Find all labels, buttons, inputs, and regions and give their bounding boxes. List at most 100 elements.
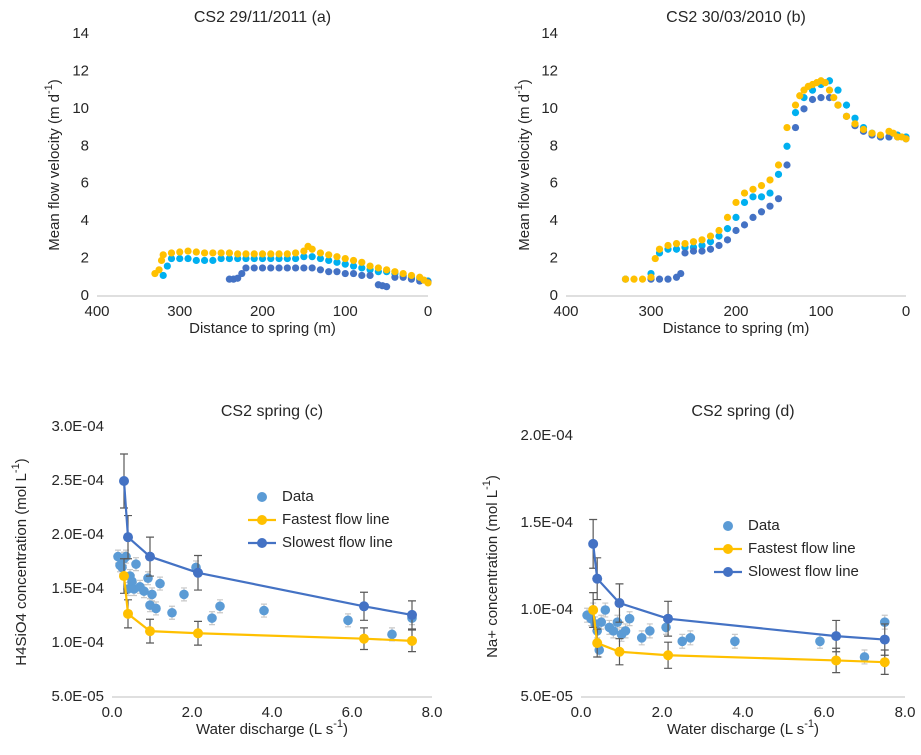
y-tick-label: 1.0E-04 xyxy=(520,601,573,618)
data-point xyxy=(292,264,300,272)
y-tick-label: 2 xyxy=(550,250,558,267)
x-tick-label: 2.0 xyxy=(182,704,203,721)
data-point xyxy=(868,129,876,137)
legend-marker xyxy=(723,544,733,554)
data-point xyxy=(407,271,416,280)
data-point xyxy=(349,256,358,265)
y-axis-label-part: H4SiO4 concentration (mol L xyxy=(13,473,30,666)
x-tick-label: 200 xyxy=(723,303,748,320)
x-tick-label: 200 xyxy=(250,303,275,320)
data-point xyxy=(391,268,399,276)
data-point xyxy=(685,633,696,643)
y-axis-label: Na+ concentration (mol L-1) xyxy=(481,475,501,658)
x-axis-label: Water discharge (L s-1) xyxy=(667,718,819,738)
data-point xyxy=(300,264,308,272)
x-axis-label-part: ) xyxy=(343,721,348,738)
x-tick-label: 6.0 xyxy=(342,704,363,721)
x-tick-label: 300 xyxy=(638,303,663,320)
y-axis-label: H4SiO4 concentration (mol L-1) xyxy=(10,458,30,665)
y-axis-label-part: Na+ concentration (mol L xyxy=(484,490,501,658)
data-point xyxy=(200,256,209,265)
data-point xyxy=(308,245,316,253)
data-point xyxy=(677,269,685,278)
data-point xyxy=(250,250,258,258)
y-tick-label: 8 xyxy=(81,137,89,154)
data-point xyxy=(796,92,804,100)
y-tick-label: 5.0E-05 xyxy=(51,688,104,705)
data-point xyxy=(740,198,749,207)
data-point xyxy=(300,253,308,261)
y-tick-label: 2.5E-04 xyxy=(51,472,104,489)
data-point xyxy=(749,185,757,193)
data-point xyxy=(723,213,732,221)
y-tick-label: 12 xyxy=(72,62,89,79)
y-axis-label-part: Mean flow velocity (m d xyxy=(516,94,533,251)
y-tick-label: 2 xyxy=(81,250,89,267)
data-point xyxy=(655,275,664,283)
data-point xyxy=(664,241,672,250)
series-line xyxy=(592,609,885,664)
data-point xyxy=(343,615,353,626)
data-point xyxy=(715,241,723,250)
x-tick-label: 0 xyxy=(902,303,910,320)
y-axis-label: Mean flow velocity (m d-1) xyxy=(43,79,63,251)
x-tick-label: 0 xyxy=(424,303,432,320)
x-tick-label: 400 xyxy=(84,303,109,320)
data-point xyxy=(608,626,619,636)
data-point xyxy=(217,254,225,263)
data-point xyxy=(308,253,316,261)
data-point xyxy=(698,241,706,250)
data-point xyxy=(834,86,842,94)
y-tick-label: 1.0E-04 xyxy=(51,634,104,651)
legend-label: Data xyxy=(748,517,780,534)
data-point xyxy=(664,275,672,283)
data-point xyxy=(757,193,766,201)
data-point xyxy=(808,95,817,104)
data-point xyxy=(791,101,800,109)
x-axis-label-part: -1 xyxy=(333,718,343,730)
data-point xyxy=(842,112,851,120)
data-point xyxy=(879,617,890,627)
data-point xyxy=(316,249,325,257)
data-point xyxy=(387,629,397,640)
legend-label: Data xyxy=(282,488,314,505)
data-point xyxy=(783,123,791,132)
chart: CS2 spring (c) 5.0E-05 1.0E-04 1.5E-04 2.0E-… xyxy=(10,403,443,738)
y-tick-label: 10 xyxy=(72,100,89,117)
data-point xyxy=(842,101,851,109)
data-point xyxy=(121,551,131,562)
data-point xyxy=(155,578,165,589)
chart-title: CS2 spring (d) xyxy=(691,403,794,420)
data-point xyxy=(316,266,325,274)
data-point xyxy=(588,538,599,549)
data-point xyxy=(732,226,740,235)
data-point xyxy=(620,626,631,636)
data-point xyxy=(681,249,689,257)
data-point xyxy=(830,94,838,102)
data-point xyxy=(859,125,868,134)
y-axis-label-part: -1 xyxy=(481,480,493,490)
data-point xyxy=(151,603,161,614)
x-axis-label-part: -1 xyxy=(804,718,814,730)
y-tick-label: 14 xyxy=(72,25,89,42)
y-tick-label: 5.0E-05 xyxy=(520,688,573,705)
x-tick-label: 0.0 xyxy=(102,704,123,721)
data-point xyxy=(167,254,176,263)
data-point xyxy=(706,238,715,246)
data-point xyxy=(715,232,723,240)
x-tick-label: 4.0 xyxy=(262,704,283,721)
data-point xyxy=(157,256,166,265)
data-point xyxy=(706,245,715,253)
data-point xyxy=(706,232,715,240)
x-tick-label: 2.0 xyxy=(652,704,673,721)
data-point xyxy=(159,251,167,259)
data-point xyxy=(366,271,374,280)
y-tick-label: 0 xyxy=(81,287,89,304)
chart: CS2 29/11/2011 (a) 0 2 4 6 8 10 12 14 400 300 200 10… xyxy=(43,9,432,337)
data-point xyxy=(358,264,366,272)
data-point xyxy=(766,189,774,197)
y-axis-label-part: ) xyxy=(484,475,501,480)
data-point xyxy=(238,269,246,278)
data-point xyxy=(143,573,153,583)
data-point xyxy=(359,601,369,612)
